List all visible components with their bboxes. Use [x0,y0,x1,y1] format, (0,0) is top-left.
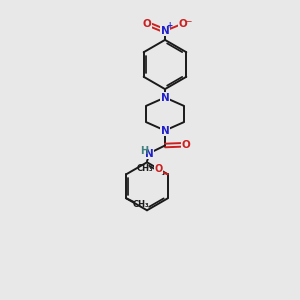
Text: O: O [178,19,188,29]
Text: CH₃: CH₃ [132,200,149,209]
Text: N: N [145,149,154,159]
Text: −: − [184,16,192,26]
Text: methoxy: methoxy [144,167,150,168]
Text: H: H [140,146,148,156]
Text: N: N [160,125,169,136]
Text: +: + [166,21,172,30]
Text: N: N [160,92,169,103]
Text: CH₃: CH₃ [137,164,153,173]
Text: O: O [154,164,162,174]
Text: O: O [142,19,152,29]
Text: N: N [160,26,169,36]
Text: O: O [182,140,190,150]
